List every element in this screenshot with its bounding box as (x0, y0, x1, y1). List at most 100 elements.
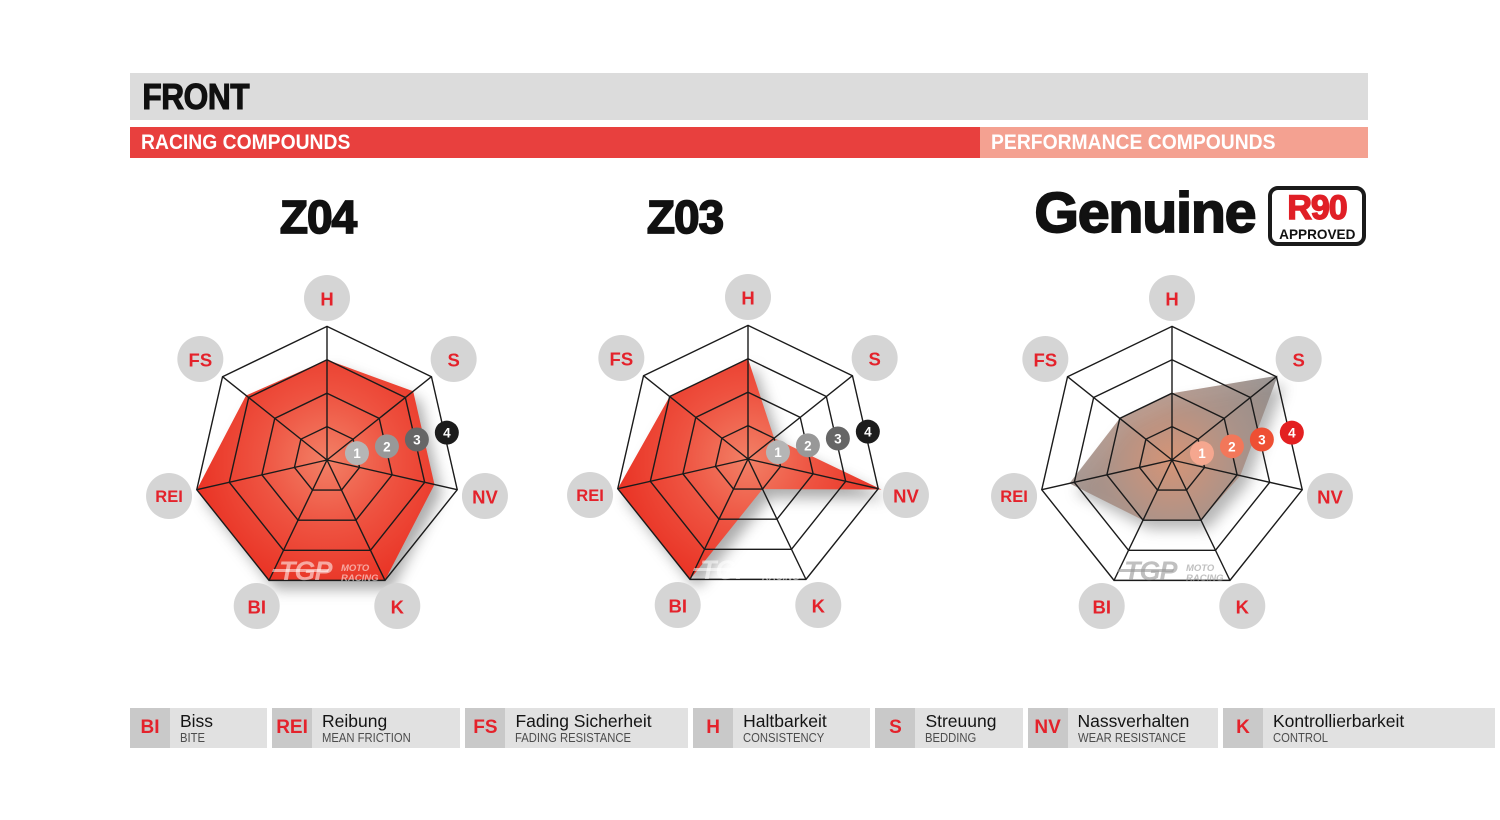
web-ring-4 (195, 325, 459, 582)
legend-term-en: BEDDING (925, 730, 977, 745)
performance-compounds-bar: PERFORMANCE COMPOUNDS (980, 127, 1368, 158)
svg-text:4: 4 (864, 425, 872, 440)
svg-text:1: 1 (353, 446, 361, 461)
axis-badge-fs (177, 335, 224, 382)
legend-item-h: H Haltbarkeit CONSISTENCY (693, 708, 871, 748)
axis-spoke-fs (222, 376, 328, 461)
axis-badge-k (374, 582, 421, 629)
axis-badge-label-bi: BI (247, 596, 265, 617)
svg-text:1: 1 (774, 445, 782, 460)
legend-item-rei: REI Reibung MEAN FRICTION (272, 708, 461, 748)
r90-label: R90 (1287, 189, 1349, 227)
svg-text:2: 2 (1228, 439, 1236, 454)
legend-term-de: Biss (180, 710, 214, 731)
axis-badge-bi (654, 581, 701, 628)
legend-abbr-nv: NV (1027, 708, 1068, 748)
legend-term-en: FADING RESISTANCE (515, 730, 632, 745)
web-ring-3 (228, 359, 426, 551)
axis-badge-label-fs: FS (610, 348, 634, 369)
axis-badge-label-fs: FS (189, 349, 213, 370)
legend-item-s: S Streuung BEDDING (875, 708, 1023, 748)
legend-abbr-s: S (875, 708, 916, 748)
legend-terms: Fading Sicherheit FADING RESISTANCE (505, 708, 689, 748)
racing-compounds-bar: RACING COMPOUNDS (130, 127, 980, 158)
chart-title-z03: Z03 (646, 190, 725, 244)
axis-badge-label-bi: BI (1092, 596, 1111, 617)
legend-term-en: CONTROL (1272, 730, 1328, 745)
axis-badge-bi (233, 582, 280, 629)
axis-badge-label-h: H (1165, 289, 1178, 310)
web-ring-4 (1040, 325, 1304, 582)
legend-term-de: Kontrollierbarkeit (1272, 710, 1405, 731)
svg-text:2: 2 (804, 438, 812, 453)
axis-badge-fs (598, 334, 645, 381)
axis-spoke-nv (326, 459, 458, 491)
axis-badge-fs (1022, 335, 1069, 382)
racing-compounds-label: RACING COMPOUNDS (141, 130, 351, 154)
legend-abbr-h: H (693, 708, 734, 748)
legend-term-de: Fading Sicherheit (515, 710, 652, 731)
legend-item-k: K Kontrollierbarkeit CONTROL (1222, 708, 1495, 748)
scale-marker-1 (344, 441, 369, 466)
svg-text:3: 3 (413, 432, 421, 447)
scale-marker-3 (1249, 427, 1274, 452)
axis-badge-label-k: K (812, 595, 826, 616)
svg-text:MOTO: MOTO (1186, 563, 1215, 574)
scale-marker-3 (404, 427, 429, 452)
axis-badge-k (795, 581, 842, 628)
axis-spoke-nv (747, 458, 879, 490)
scale-marker-4 (434, 420, 459, 445)
web-ring-3 (649, 358, 847, 550)
axis-spoke-bi (1113, 459, 1173, 581)
axis-badge-label-rei: REI (576, 487, 604, 505)
axis-spoke-rei (196, 459, 328, 491)
scale-marker-4 (855, 419, 880, 444)
svg-text:RACING: RACING (762, 572, 800, 583)
axis-badge-label-nv: NV (1317, 487, 1343, 508)
axis-badge-label-s: S (1292, 349, 1304, 370)
legend-terms: Nassverhalten WEAR RESISTANCE (1067, 708, 1218, 748)
svg-text:2: 2 (383, 439, 391, 454)
axis-badge-label-h: H (320, 289, 333, 310)
legend-terms: Reibung MEAN FRICTION (312, 708, 461, 748)
legend-term-de: Reibung (322, 710, 388, 731)
axis-spoke-rei (1041, 459, 1173, 491)
performance-compounds-label: PERFORMANCE COMPOUNDS (991, 130, 1276, 154)
axis-spoke-k (747, 458, 807, 580)
r90-approved-badge: R90 APPROVED (1268, 186, 1366, 246)
axis-badge-rei (146, 473, 193, 520)
axis-badge-h (304, 275, 350, 321)
axis-badge-nv (461, 473, 508, 520)
axis-badge-label-s: S (868, 348, 880, 369)
legend-term-en: BITE (180, 730, 206, 745)
legend-abbr-k: K (1222, 708, 1263, 748)
axis-badge-label-k: K (1236, 596, 1250, 617)
svg-text:MOTO: MOTO (762, 562, 791, 573)
axis-spoke-k (326, 459, 386, 581)
axis-spoke-nv (1171, 459, 1303, 491)
legend-terms: Biss BITE (170, 708, 268, 748)
legend-terms: Kontrollierbarkeit CONTROL (1262, 708, 1495, 748)
axis-spoke-s (747, 375, 853, 460)
axis-badge-label-rei: REI (1000, 488, 1028, 506)
axis-badge-k (1219, 582, 1266, 629)
axis-badge-s (851, 334, 898, 381)
svg-text:3: 3 (834, 431, 842, 446)
z04-data-polygon (196, 359, 435, 581)
svg-text:4: 4 (443, 426, 451, 441)
legend-abbr-fs: FS (465, 708, 506, 748)
axis-badge-h (1149, 275, 1195, 321)
axis-badge-label-nv: NV (893, 486, 919, 507)
front-label: FRONT (142, 75, 250, 117)
svg-text:RACING: RACING (1186, 573, 1224, 584)
genuine-data-polygon (1069, 375, 1278, 521)
axis-badge-label-fs: FS (1034, 349, 1058, 370)
axis-spoke-rei (617, 458, 749, 490)
scale-marker-2 (795, 433, 820, 458)
chart-title-genuine: Genuine (1034, 180, 1258, 246)
axis-spoke-bi (689, 458, 749, 580)
axis-badge-rei (567, 472, 614, 519)
